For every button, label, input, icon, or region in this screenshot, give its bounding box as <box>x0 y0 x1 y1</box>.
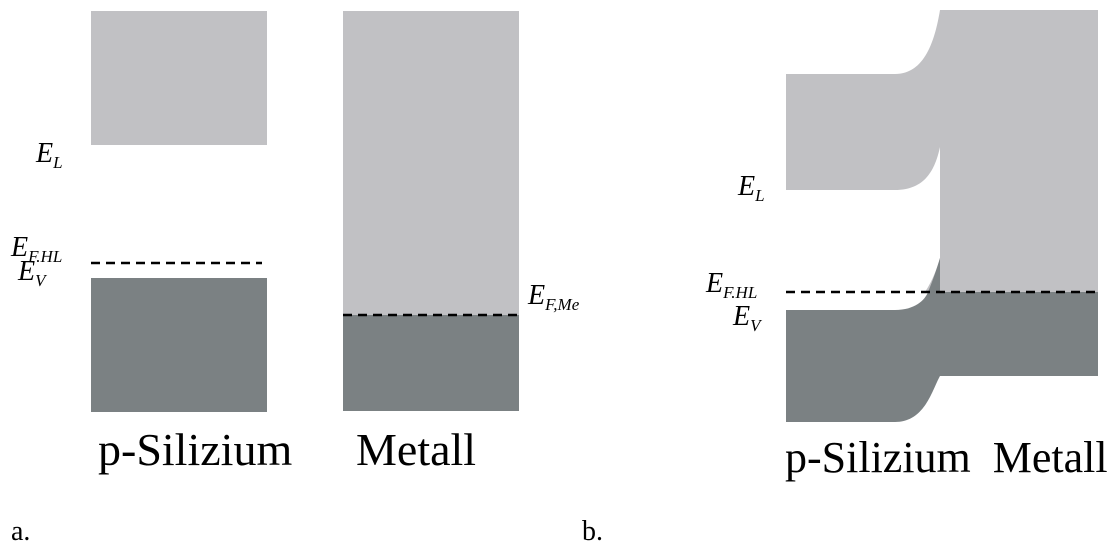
b-tag: b. <box>582 516 603 547</box>
b-psi-valence-bend-filled <box>928 258 940 292</box>
b-label-EFHL: EF.HL <box>705 268 757 302</box>
a-label-EL: EL <box>35 138 63 172</box>
panel-b: EL EF.HL EV p-Silizium Metall b. <box>582 10 1108 547</box>
b-filled-states <box>786 292 1098 422</box>
a-caption-metal: Metall <box>356 424 476 475</box>
b-label-EV: EV <box>732 301 763 335</box>
psi-conduction-band <box>91 11 267 145</box>
b-psi-conduction-band <box>786 10 940 190</box>
a-label-EFHL: EF.HL <box>10 232 62 266</box>
metal-empty-states <box>343 11 519 315</box>
psi-valence-band <box>91 278 267 412</box>
metal-filled-states <box>343 315 519 411</box>
a-label-EV: EV <box>17 256 48 290</box>
b-label-EL: EL <box>737 171 765 205</box>
a-label-EFMe: EF,Me <box>527 280 580 314</box>
panel-a: EL EF.HL EV EF,Me p-Silizium Metall a. <box>10 11 580 547</box>
b-metal-empty-states <box>940 10 1098 292</box>
a-tag: a. <box>11 516 30 547</box>
a-caption-psi: p-Silizium <box>98 424 292 475</box>
b-caption: p-Silizium Metall <box>785 433 1108 482</box>
